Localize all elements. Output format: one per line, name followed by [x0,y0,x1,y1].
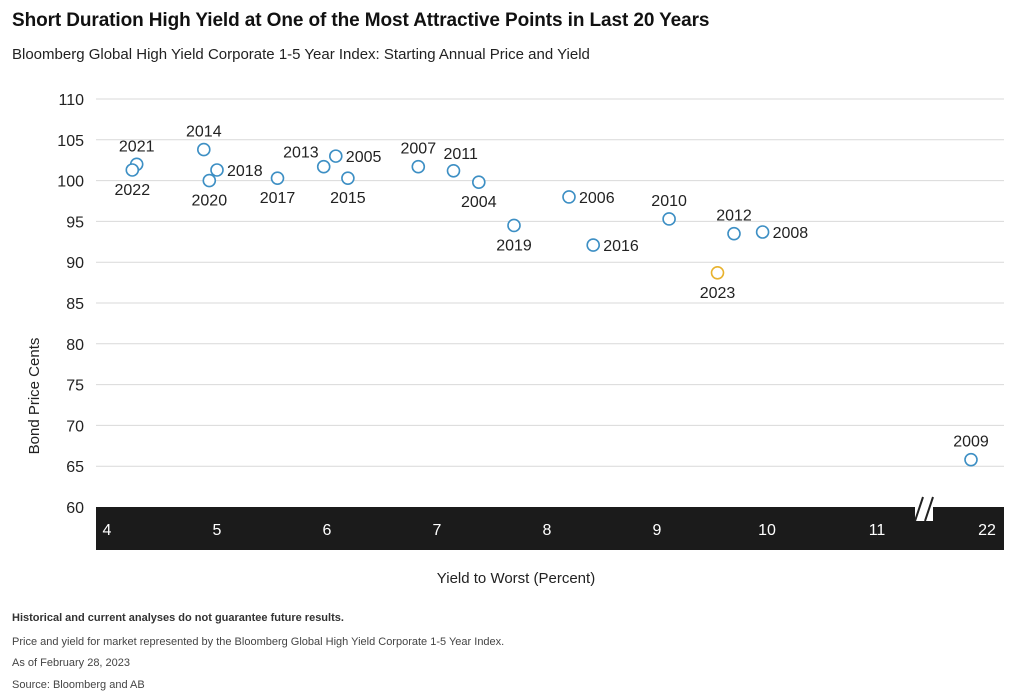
y-tick-labels: 60 65 70 75 80 85 90 95 100 105 110 [57,92,84,517]
chart-title: Short Duration High Yield at One of the … [12,10,710,31]
footer-note: Price and yield for market represented b… [12,636,505,648]
data-points [125,142,978,467]
chart-subtitle: Bloomberg Global High Yield Corporate 1-… [12,46,590,63]
y-tick-label: 70 [66,418,84,435]
data-point-2004 [471,175,486,190]
data-point-2009 [964,452,978,467]
data-point-2022 [125,163,140,177]
footer-as-of: As of February 28, 2023 [12,657,131,669]
data-point-2020 [202,173,217,188]
point-label-2021: 2021 [119,138,155,155]
x-tick-label: 5 [213,522,222,539]
point-label-2019: 2019 [496,237,532,254]
point-label-2016: 2016 [603,238,639,255]
x-tick-label: 11 [869,522,886,539]
point-label-2009: 2009 [953,434,989,451]
data-point-2023 [710,266,725,280]
point-label-2006: 2006 [579,190,615,207]
x-tick-label: 6 [323,522,332,539]
point-label-2014: 2014 [186,124,222,141]
data-point-2016 [586,238,601,252]
point-label-2008: 2008 [773,225,809,242]
point-label-2012: 2012 [716,208,752,225]
data-point-2005 [328,149,343,163]
footer-disclaimer: Historical and current analyses do not g… [12,612,344,624]
x-tick-label: 10 [758,522,776,539]
point-label-2004: 2004 [461,194,497,211]
point-label-2013: 2013 [283,145,319,162]
point-label-2018: 2018 [227,163,263,180]
data-point-2006 [562,190,576,204]
y-tick-label: 95 [66,214,84,231]
axis-break-icon [914,496,934,522]
data-point-2019 [507,218,521,233]
y-tick-label: 110 [58,92,84,109]
point-label-2011: 2011 [444,146,479,163]
y-tick-label: 60 [66,500,84,517]
y-tick-label: 85 [66,296,84,313]
data-point-2013 [316,159,331,174]
data-point-2010 [662,212,676,226]
point-labels: 2021 2022 2014 2018 2020 2017 2013 2005 2015 2007… [115,124,989,451]
x-tick-label: 22 [978,522,996,539]
x-tick-label: 7 [433,522,442,539]
y-axis-label: Bond Price Cents [26,338,43,455]
point-label-2015: 2015 [330,190,366,207]
point-label-2017: 2017 [260,190,296,207]
point-label-2005: 2005 [346,149,382,166]
x-tick-label: 9 [653,522,662,539]
data-point-2012 [727,226,741,241]
data-point-2017 [270,171,285,185]
data-point-2011 [446,164,461,178]
y-tick-label: 100 [57,174,84,191]
data-point-2008 [755,225,770,239]
data-point-2007 [411,159,426,174]
point-label-2023: 2023 [700,285,736,302]
y-tick-label: 80 [66,337,84,354]
y-tick-label: 65 [66,459,84,476]
data-point-2018 [210,163,224,177]
data-point-2014 [197,142,211,157]
point-label-2007: 2007 [401,141,437,158]
point-label-2020: 2020 [192,193,228,210]
point-label-2022: 2022 [115,182,151,199]
data-point-2015 [341,171,355,185]
footer-source: Source: Bloomberg and AB [12,679,145,691]
x-tick-label: 8 [543,522,552,539]
y-tick-label: 75 [66,378,84,395]
y-tick-label: 105 [57,133,84,150]
y-tick-label: 90 [66,255,84,272]
x-axis-band [96,507,1004,550]
point-label-2010: 2010 [651,193,687,210]
gridlines [96,98,1004,467]
x-tick-labels: 4 5 6 7 8 9 10 11 22 [103,522,996,539]
scatter-chart: 60 65 70 75 80 85 90 95 100 105 110 4 5 6 7 8 9 10 11 22 2… [26,92,1004,587]
x-axis-label: Yield to Worst (Percent) [437,570,595,587]
x-tick-label: 4 [103,522,112,539]
